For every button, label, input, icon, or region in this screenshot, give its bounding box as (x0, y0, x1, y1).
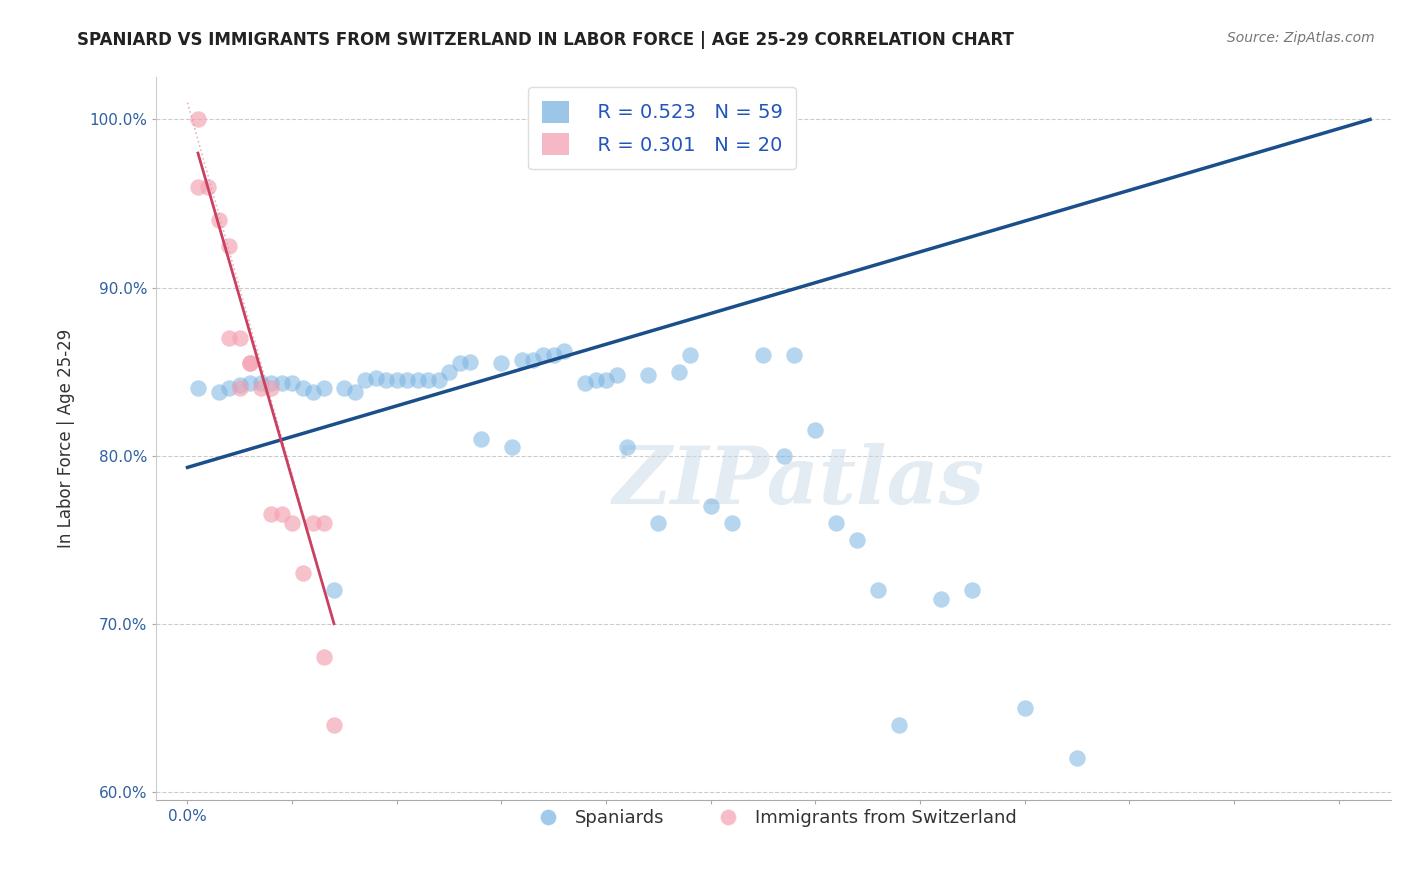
Point (700, 499, 723, 513)
Point (783, 348, 806, 362)
Point (302, 516, 325, 530)
Point (543, 348, 565, 362)
Point (396, 373, 419, 387)
Point (312, 381, 335, 395)
Point (260, 508, 283, 522)
Point (553, 344, 575, 359)
Point (406, 373, 429, 387)
Point (281, 516, 304, 530)
Point (260, 376, 283, 391)
Point (197, 179, 219, 194)
Point (752, 348, 775, 362)
Point (343, 384, 366, 399)
Point (574, 376, 596, 391)
Point (846, 533, 869, 547)
Point (501, 440, 523, 454)
Point (418, 373, 440, 387)
Point (239, 376, 262, 391)
Point (616, 440, 638, 454)
Point (239, 356, 262, 370)
Point (208, 213, 231, 227)
Point (354, 373, 377, 387)
Point (239, 356, 262, 370)
Point (218, 381, 240, 395)
Point (470, 432, 492, 446)
Point (385, 373, 408, 387)
Point (512, 352, 534, 367)
Point (229, 378, 252, 392)
Point (929, 591, 952, 606)
Point (302, 384, 325, 399)
Point (260, 381, 283, 395)
Text: SPANIARD VS IMMIGRANTS FROM SWITZERLAND IN LABOR FORCE | AGE 25-29 CORRELATION C: SPANIARD VS IMMIGRANTS FROM SWITZERLAND … (77, 31, 1014, 49)
Point (333, 381, 356, 395)
Text: Source: ZipAtlas.com: Source: ZipAtlas.com (1227, 31, 1375, 45)
Point (668, 365, 690, 379)
Point (312, 516, 335, 530)
Point (427, 373, 450, 387)
Point (270, 508, 292, 522)
Point (1066, 751, 1088, 765)
Point (323, 583, 346, 598)
Point (637, 368, 659, 382)
Point (491, 356, 513, 370)
Point (229, 331, 252, 345)
Point (218, 238, 240, 252)
Point (531, 348, 554, 362)
Point (208, 384, 231, 399)
Point (585, 373, 607, 387)
Point (868, 583, 890, 598)
Point (962, 583, 984, 598)
Point (804, 424, 827, 438)
Point (218, 331, 240, 345)
Point (249, 381, 271, 395)
Legend: Spaniards, Immigrants from Switzerland: Spaniards, Immigrants from Switzerland (523, 802, 1024, 835)
Point (449, 356, 471, 370)
Point (312, 650, 335, 665)
Point (595, 373, 617, 387)
Point (291, 566, 314, 581)
Point (1014, 700, 1036, 714)
Point (364, 371, 387, 385)
Point (437, 365, 460, 379)
Point (229, 381, 252, 395)
Point (887, 717, 910, 731)
Point (270, 376, 292, 391)
Point (187, 112, 209, 127)
Point (291, 381, 314, 395)
Point (187, 179, 209, 194)
Point (647, 516, 669, 530)
Point (825, 516, 848, 530)
Point (249, 376, 271, 391)
Text: ZIPatlas: ZIPatlas (612, 443, 984, 521)
Point (187, 381, 209, 395)
Point (281, 376, 304, 391)
Point (606, 368, 628, 382)
Point (720, 516, 742, 530)
Point (323, 717, 346, 731)
Point (458, 354, 481, 368)
Point (522, 352, 544, 367)
Point (679, 348, 702, 362)
Point (375, 373, 398, 387)
Point (773, 449, 796, 463)
Y-axis label: In Labor Force | Age 25-29: In Labor Force | Age 25-29 (58, 329, 75, 549)
